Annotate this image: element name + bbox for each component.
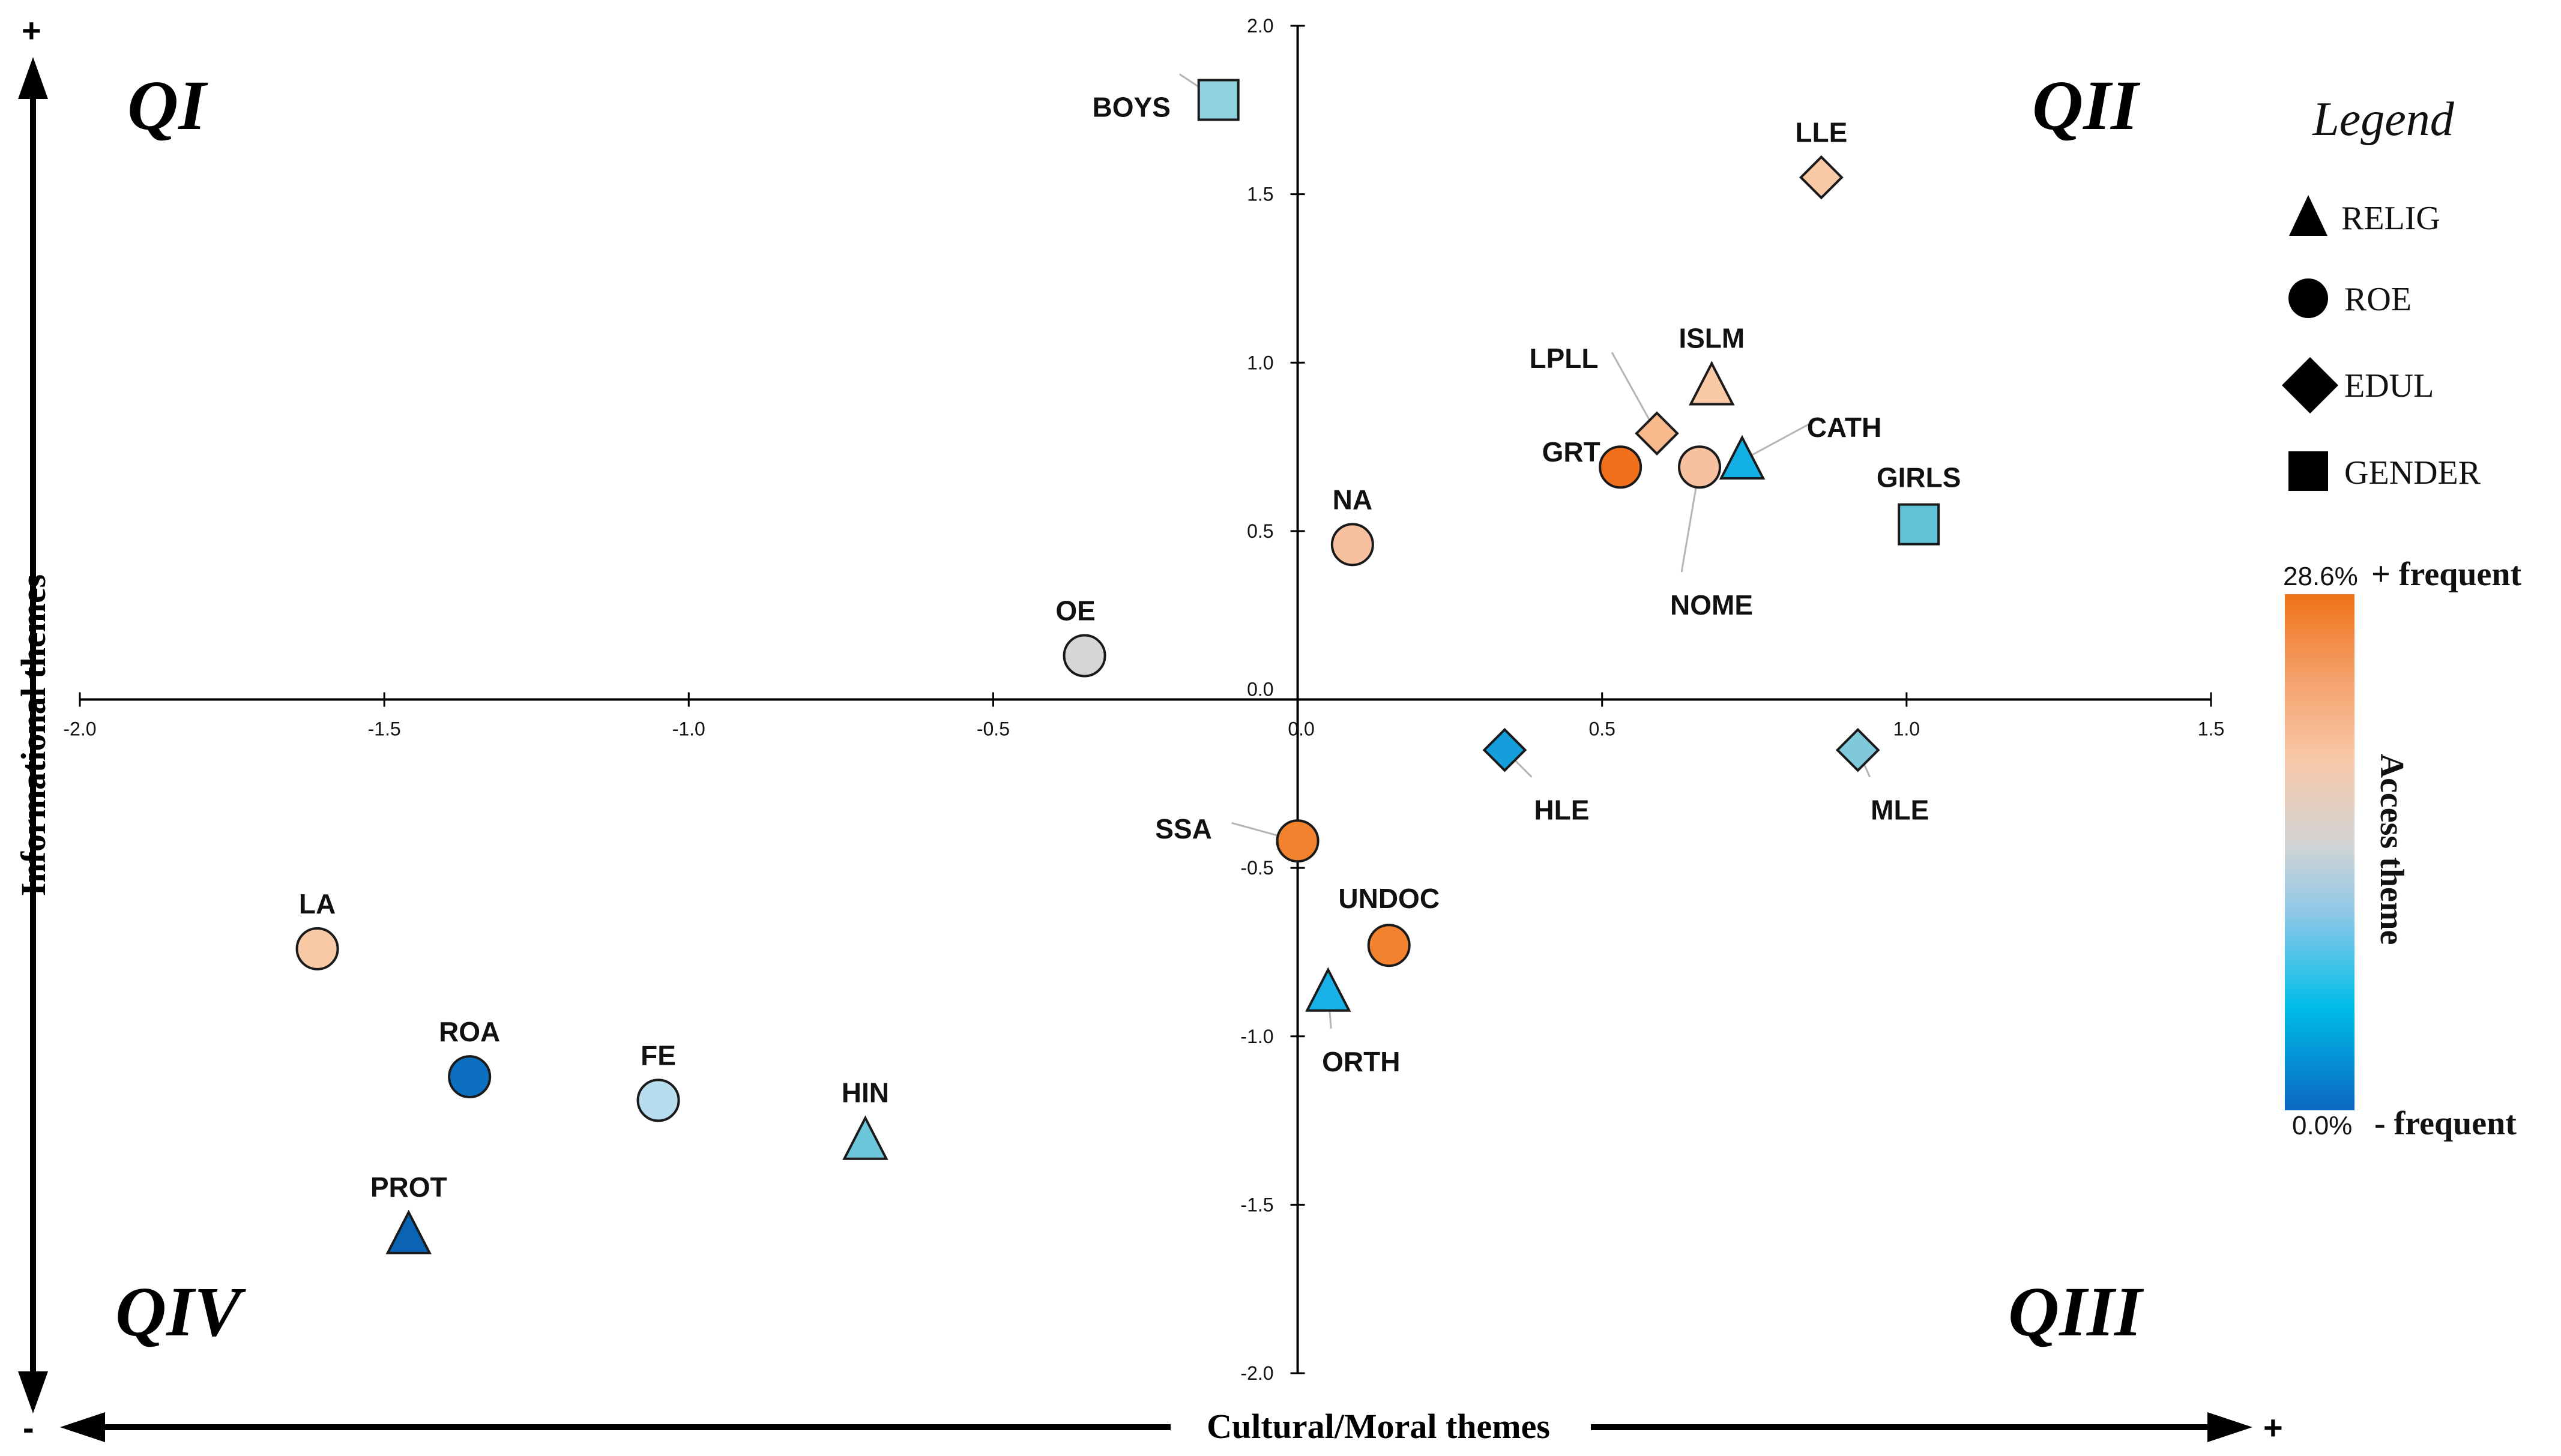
x-tick-label: -2.0 xyxy=(63,718,96,740)
colorbar: 28.6% + frequent 0.0% - frequent Access … xyxy=(2283,556,2522,1142)
point-na xyxy=(1330,523,1374,567)
point-label-grt: GRT xyxy=(1542,436,1600,468)
point-boys xyxy=(1197,79,1240,121)
point-label-roa: ROA xyxy=(439,1016,500,1047)
point-undoc xyxy=(1367,924,1411,967)
colorbar-max-text: + frequent xyxy=(2371,556,2522,593)
point-mle xyxy=(1835,727,1880,772)
point-nome xyxy=(1678,445,1721,489)
y-tick-label: -1.5 xyxy=(1240,1194,1273,1215)
point-hle xyxy=(1482,727,1527,772)
x-axis-title: Cultural/Moral themes xyxy=(1207,1407,1550,1446)
legend-diamond-icon xyxy=(2282,357,2338,414)
colorbar-min-label: 0.0% xyxy=(2292,1111,2352,1140)
point-label-ssa: SSA xyxy=(1155,813,1212,844)
y-tick-label: 0.0 xyxy=(1247,679,1273,700)
legend-label-roe: ROE xyxy=(2344,281,2412,318)
y-tick-label: 2.0 xyxy=(1247,15,1273,37)
point-girls xyxy=(1898,503,1940,546)
y-plus-sign: + xyxy=(22,11,41,49)
axes: -2.0 -1.5 -1.0 -0.5 0.0 0.5 1.0 1.5 2.0 1.5 1.0 0.5… xyxy=(63,15,2224,1384)
point-label-hin: HIN xyxy=(842,1077,889,1109)
point-label-fe: FE xyxy=(641,1039,676,1071)
y-axis-title: Informational themes xyxy=(14,574,53,896)
quadrant-label-q4: QIV xyxy=(115,1272,246,1351)
x-plus-sign: + xyxy=(2263,1409,2283,1446)
point-label-na: NA xyxy=(1333,484,1372,515)
legend-label-edul: EDUL xyxy=(2344,367,2434,405)
y-tick-label: -2.0 xyxy=(1240,1362,1273,1384)
x-tick-label: 1.5 xyxy=(2198,718,2224,740)
colorbar-min-text: - frequent xyxy=(2374,1105,2517,1142)
point-label-undoc: UNDOC xyxy=(1338,883,1440,914)
y-tick-label: -0.5 xyxy=(1240,857,1273,879)
x-tick-label: 1.0 xyxy=(1893,718,1920,740)
legend-label-gender: GENDER xyxy=(2344,454,2481,492)
point-orth xyxy=(1305,967,1351,1012)
point-oe xyxy=(1063,634,1106,678)
legend-circle-icon xyxy=(2288,278,2328,318)
legend-triangle-icon xyxy=(2289,195,2327,236)
y-tick-label: 1.0 xyxy=(1247,352,1273,373)
point-ssa xyxy=(1276,819,1320,863)
colorbar-gradient xyxy=(2285,594,2354,1110)
point-label-orth: ORTH xyxy=(1322,1046,1400,1077)
point-label-lle: LLE xyxy=(1795,117,1847,148)
x-tick-label: 0.5 xyxy=(1588,718,1615,740)
x-tick-label: -0.5 xyxy=(977,718,1010,740)
leader-line-cath xyxy=(1742,420,1815,462)
point-hin xyxy=(842,1115,888,1160)
x-tick-label: -1.0 xyxy=(672,718,705,740)
point-label-oe: OE xyxy=(1055,595,1095,627)
x-outer-arrow xyxy=(60,1412,2252,1442)
legend-label-relig: RELIG xyxy=(2341,200,2440,237)
point-label-nome: NOME xyxy=(1670,589,1753,621)
point-grt xyxy=(1599,445,1642,489)
y-outer-arrow xyxy=(18,57,48,1413)
x-tick-label: -1.5 xyxy=(368,718,401,740)
point-label-cath: CATH xyxy=(1807,412,1881,443)
point-lpll xyxy=(1635,411,1679,456)
y-tick-label: 0.5 xyxy=(1247,520,1273,542)
point-label-islm: ISLM xyxy=(1679,323,1745,354)
leader-lines xyxy=(1178,73,1871,1029)
point-fe xyxy=(636,1078,680,1122)
point-label-la: LA xyxy=(299,888,336,919)
quadrant-label-q1: QI xyxy=(127,66,208,145)
point-lle xyxy=(1799,155,1844,200)
x-minus-sign: - xyxy=(23,1409,34,1446)
quadrant-label-q3: QIII xyxy=(2008,1272,2144,1351)
point-islm xyxy=(1689,361,1735,406)
point-roa xyxy=(448,1055,492,1099)
legend-square-icon xyxy=(2288,451,2328,491)
y-tick-label: 1.5 xyxy=(1247,184,1273,205)
legend-title: Legend xyxy=(2312,93,2455,146)
legend: Legend RELIG ROE EDUL GENDER xyxy=(2282,93,2481,492)
colorbar-max-label: 28.6% xyxy=(2283,562,2358,591)
point-label-girls: GIRLS xyxy=(1877,462,1961,493)
y-tick-label: -1.0 xyxy=(1240,1026,1273,1047)
point-label-mle: MLE xyxy=(1871,795,1929,826)
point-cath xyxy=(1719,435,1766,480)
point-label-hle: HLE xyxy=(1534,795,1589,826)
point-prot xyxy=(385,1209,432,1254)
point-la xyxy=(295,927,339,970)
point-label-prot: PROT xyxy=(370,1172,447,1203)
quadrant-label-q2: QII xyxy=(2032,66,2141,145)
colorbar-title: Access theme xyxy=(2373,754,2410,945)
point-label-boys: BOYS xyxy=(1093,91,1171,122)
x-tick-label: 0.0 xyxy=(1288,718,1314,740)
point-label-lpll: LPLL xyxy=(1530,343,1599,374)
data-points: BOYS LLE ISLM LPLL GRT NOME CATH GIRLS NA OE HLE ML… xyxy=(295,79,1961,1254)
